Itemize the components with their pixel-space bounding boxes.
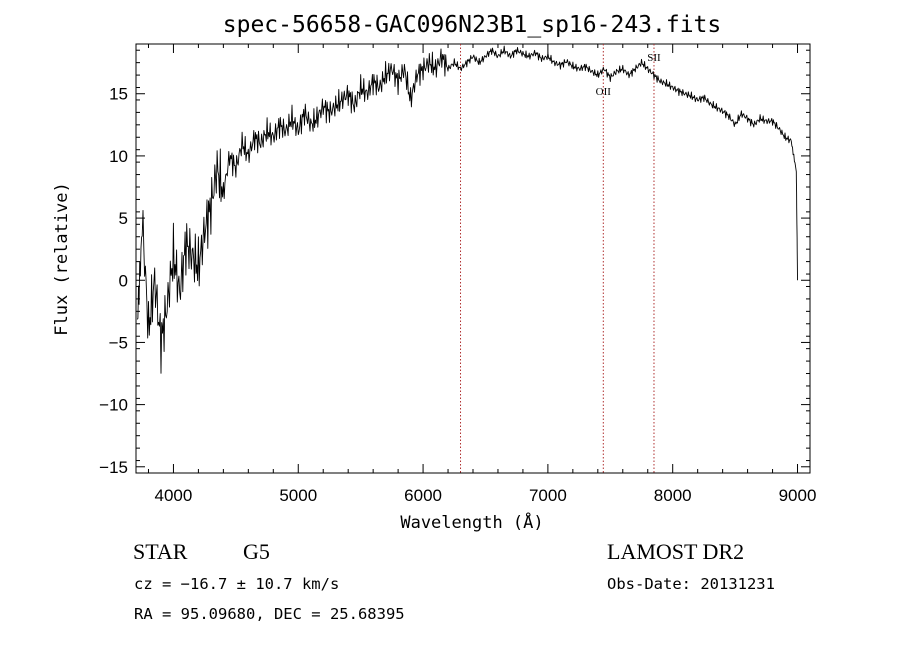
chart-title: spec-56658-GAC096N23B1_sp16-243.fits xyxy=(223,12,722,38)
obs-date: Obs-Date: 20131231 xyxy=(607,575,775,593)
x-tick-label: 4000 xyxy=(155,486,193,505)
survey-label: LAMOST DR2 xyxy=(607,539,744,564)
x-axis-label: Wavelength (Å) xyxy=(400,511,543,533)
plot-frame xyxy=(135,43,811,474)
axis-ticks: 4000 5000 6000 7000 8000 9000 −15 −10 −5 0 5 10 15 xyxy=(99,44,816,505)
object-class: STAR xyxy=(133,539,188,564)
x-tick-label: 7000 xyxy=(529,486,567,505)
x-tick-label: 9000 xyxy=(779,486,817,505)
y-tick-label: −15 xyxy=(99,458,128,477)
y-tick-label: 5 xyxy=(119,209,128,228)
y-tick-label: 10 xyxy=(109,147,128,166)
x-tick-label: 5000 xyxy=(279,486,317,505)
x-tick-label: 8000 xyxy=(654,486,692,505)
redshift-info: cz = −16.7 ± 10.7 km/s xyxy=(134,575,339,593)
y-axis-label: Flux (relative) xyxy=(52,182,72,336)
coordinates: RA = 95.09680, DEC = 25.68395 xyxy=(134,605,405,623)
object-subclass: G5 xyxy=(243,539,270,564)
spectrum-series xyxy=(136,45,798,374)
spectral-line-label: SII xyxy=(647,52,661,64)
spectral-line-markers: OII SII xyxy=(460,44,661,473)
y-tick-label: 15 xyxy=(109,85,128,104)
spectral-line-label: OII xyxy=(596,86,612,98)
x-tick-label: 6000 xyxy=(404,486,442,505)
y-tick-label: 0 xyxy=(119,271,128,290)
y-tick-label: −10 xyxy=(99,396,128,415)
y-tick-label: −5 xyxy=(109,333,128,352)
spectrum-line xyxy=(136,45,798,374)
